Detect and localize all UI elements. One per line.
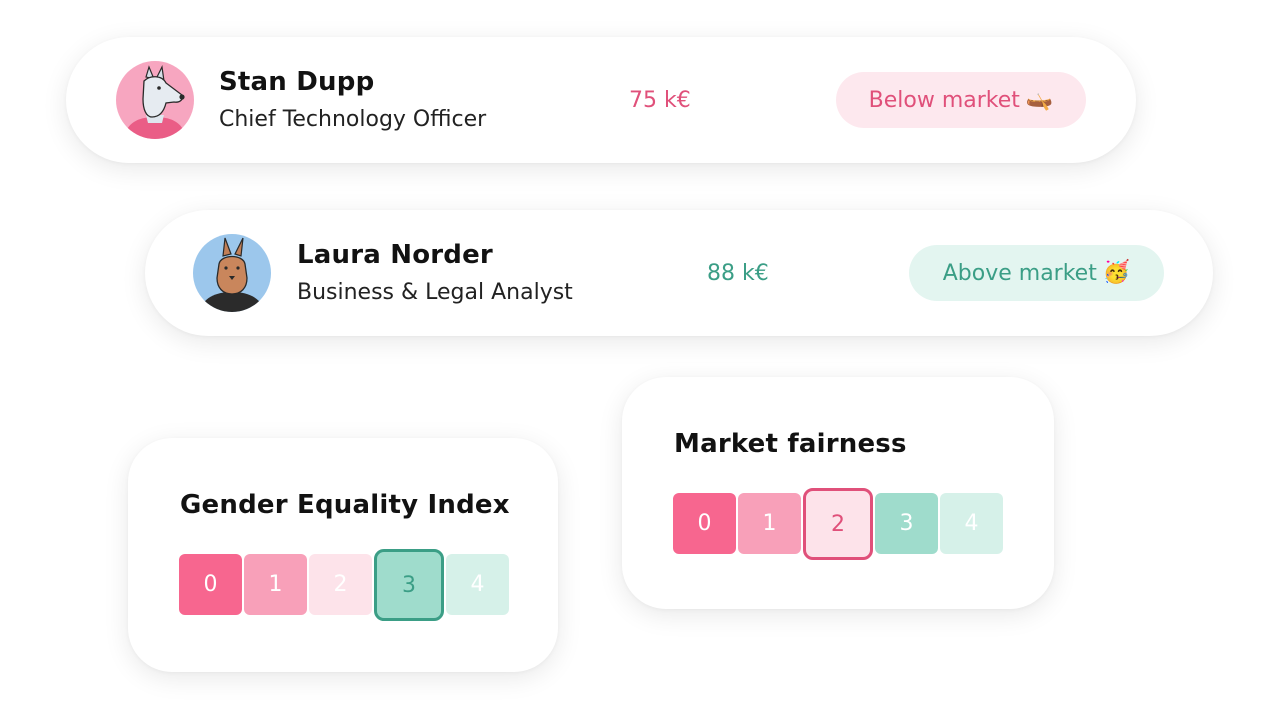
employee-name: Laura Norder [297,240,493,270]
employee-card-laura[interactable]: Laura Norder Business & Legal Analyst 88… [145,210,1213,336]
employee-role: Business & Legal Analyst [297,280,573,305]
market-status-badge: Above market 🥳 [909,245,1164,301]
card-title: Gender Equality Index [180,490,510,520]
badge-label: Above market [942,260,1097,286]
scale-cell-0[interactable]: 0 [673,493,736,554]
kangaroo-avatar-icon [193,234,271,312]
dog-avatar-icon [116,61,194,139]
scale-cell-4[interactable]: 4 [446,554,509,615]
employee-salary: 88 k€ [707,261,769,286]
scale-cell-1[interactable]: 1 [244,554,307,615]
scale-cell-3[interactable]: 3 [875,493,938,554]
gender-index-scale: 0 1 2 3 4 [179,549,509,621]
scale-cell-2[interactable]: 2 [803,488,873,560]
card-title: Market fairness [674,429,907,459]
gender-equality-index-card: Gender Equality Index 0 1 2 3 4 [128,438,558,672]
party-face-icon: 🥳 [1102,260,1131,285]
employee-card-stan[interactable]: Stan Dupp Chief Technology Officer 75 k€… [66,37,1136,163]
employee-name: Stan Dupp [219,67,375,97]
scale-cell-3[interactable]: 3 [374,549,444,621]
market-fairness-card: Market fairness 0 1 2 3 4 [622,377,1054,609]
employee-salary: 75 k€ [629,88,691,113]
market-status-badge: Below market 🛶 [836,72,1086,128]
badge-label: Below market [868,87,1020,113]
canoe-icon: 🛶 [1025,87,1054,112]
scale-cell-0[interactable]: 0 [179,554,242,615]
employee-role: Chief Technology Officer [219,107,487,132]
scale-cell-1[interactable]: 1 [738,493,801,554]
market-fairness-scale: 0 1 2 3 4 [673,488,1003,560]
scale-cell-4[interactable]: 4 [940,493,1003,554]
scale-cell-2[interactable]: 2 [309,554,372,615]
